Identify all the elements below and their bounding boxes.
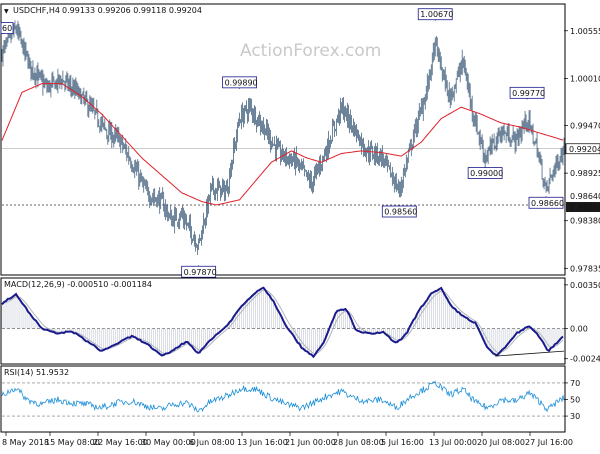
macd-histogram <box>1 287 564 357</box>
x-tick-label: 13 Jun 16:00 <box>237 438 288 447</box>
annotation-box <box>181 265 217 278</box>
price-level-tag-label: 0.98560 <box>570 203 600 212</box>
annotation-label: 0.99770 <box>512 89 545 98</box>
candles-layer <box>1 20 565 255</box>
annotation-label: 1.00670 <box>420 10 453 19</box>
price-panel-frame <box>0 3 566 276</box>
rsi-y-tick-label: 70 <box>570 379 580 388</box>
annotation-label: 0.99000 <box>470 169 503 178</box>
annotation-label: 0.98660 <box>531 199 564 208</box>
rsi-panel-frame <box>0 365 566 433</box>
macd-y-tick-label: -0.002408 <box>570 355 600 364</box>
price-y-tick-label: 0.98380 <box>570 217 600 226</box>
x-tick-label: 6 Jun 08:00 <box>189 438 235 447</box>
annotation-box <box>528 196 564 209</box>
rsi-panel: 70 50 30 RSI(14) 51.9532 <box>0 365 580 433</box>
macd-main-line <box>1 286 564 359</box>
left-label-text: 60 <box>2 24 12 33</box>
x-tick-label: 20 Jul 08:00 <box>477 438 525 447</box>
macd-signal-line <box>1 289 564 355</box>
macd-panel-frame <box>0 277 566 365</box>
macd-trendline <box>495 350 565 357</box>
x-tick-label: 21 Jun 00:00 <box>285 438 336 447</box>
annotation-label: 0.99890 <box>225 78 258 87</box>
ohlc-readout: 0.99133 0.99206 0.99118 0.99204 <box>62 6 202 15</box>
annotation-box <box>417 8 453 21</box>
price-y-tick-label: 0.98925 <box>570 169 600 178</box>
x-tick-label: 27 Jul 16:00 <box>525 438 573 447</box>
annotation-box <box>222 76 257 89</box>
price-y-tick-label: 0.97835 <box>570 264 600 273</box>
x-tick-label: 13 Jul 00:00 <box>429 438 477 447</box>
price-level-tag-bg <box>566 202 600 213</box>
price-annotations: 0.99890 0.97870 0.98560 1.00670 0.99770 0.990… <box>0 8 564 278</box>
macd-y-tick-label: 0.003509 <box>570 281 600 290</box>
rsi-line <box>1 380 565 413</box>
price-panel: ActionForex.com 0.998900.978700.985601.0… <box>0 3 600 278</box>
rsi-y-tick-label: 50 <box>570 396 580 405</box>
rsi-level-lines <box>2 382 564 417</box>
current-price-tag-label: 0.99204 <box>569 145 600 154</box>
watermark-text: ActionForex.com <box>240 41 381 61</box>
price-level-tag-label: 0.98640 <box>570 192 600 201</box>
price-y-tick-label: 1.00555 <box>570 27 600 36</box>
x-tick-label: 30 May 00:00 <box>141 438 196 447</box>
title-arrow-icon: ▼ <box>4 8 9 15</box>
annotation-box <box>467 167 503 179</box>
macd-title: MACD(12,26,9) -0.000510 -0.001184 <box>4 280 152 289</box>
moving-average-line <box>1 83 564 206</box>
symbol-title: USDCHF,H4 <box>13 6 60 15</box>
x-tick-label: 22 May 16:00 <box>93 438 148 447</box>
price-y-tick-label: 1.00010 <box>570 74 600 83</box>
rsi-y-tick-label: 30 <box>570 412 580 421</box>
rsi-y-axis: 70 50 30 <box>564 379 580 421</box>
x-tick-label: 28 Jun 08:00 <box>333 438 384 447</box>
rsi-title: RSI(14) 51.9532 <box>4 368 69 377</box>
price-y-axis: 1.00555 1.00010 0.99470 0.98925 0.98380 0.978… <box>564 27 600 273</box>
annotation-label: 0.98560 <box>384 208 417 217</box>
annotation-box <box>381 205 417 218</box>
x-tick-label: 15 May 08:00 <box>45 438 100 447</box>
left-label-box <box>0 22 14 34</box>
x-tick-label: 5 Jul 16:00 <box>381 438 424 447</box>
macd-panel: 0.003509 0.00 -0.002408 MACD(12,26,9) -0.0… <box>0 277 600 365</box>
price-y-tick-label: 0.99470 <box>570 122 600 131</box>
x-tick-label: 8 May 2018 <box>2 438 49 447</box>
price-horizontal-lines <box>2 148 564 206</box>
macd-y-axis: 0.003509 0.00 -0.002408 <box>564 281 600 364</box>
macd-y-tick-label: 0.00 <box>570 325 588 334</box>
current-price-tag-bg <box>565 143 600 155</box>
annotation-label: 0.97870 <box>184 268 217 277</box>
annotation-box <box>509 86 545 99</box>
